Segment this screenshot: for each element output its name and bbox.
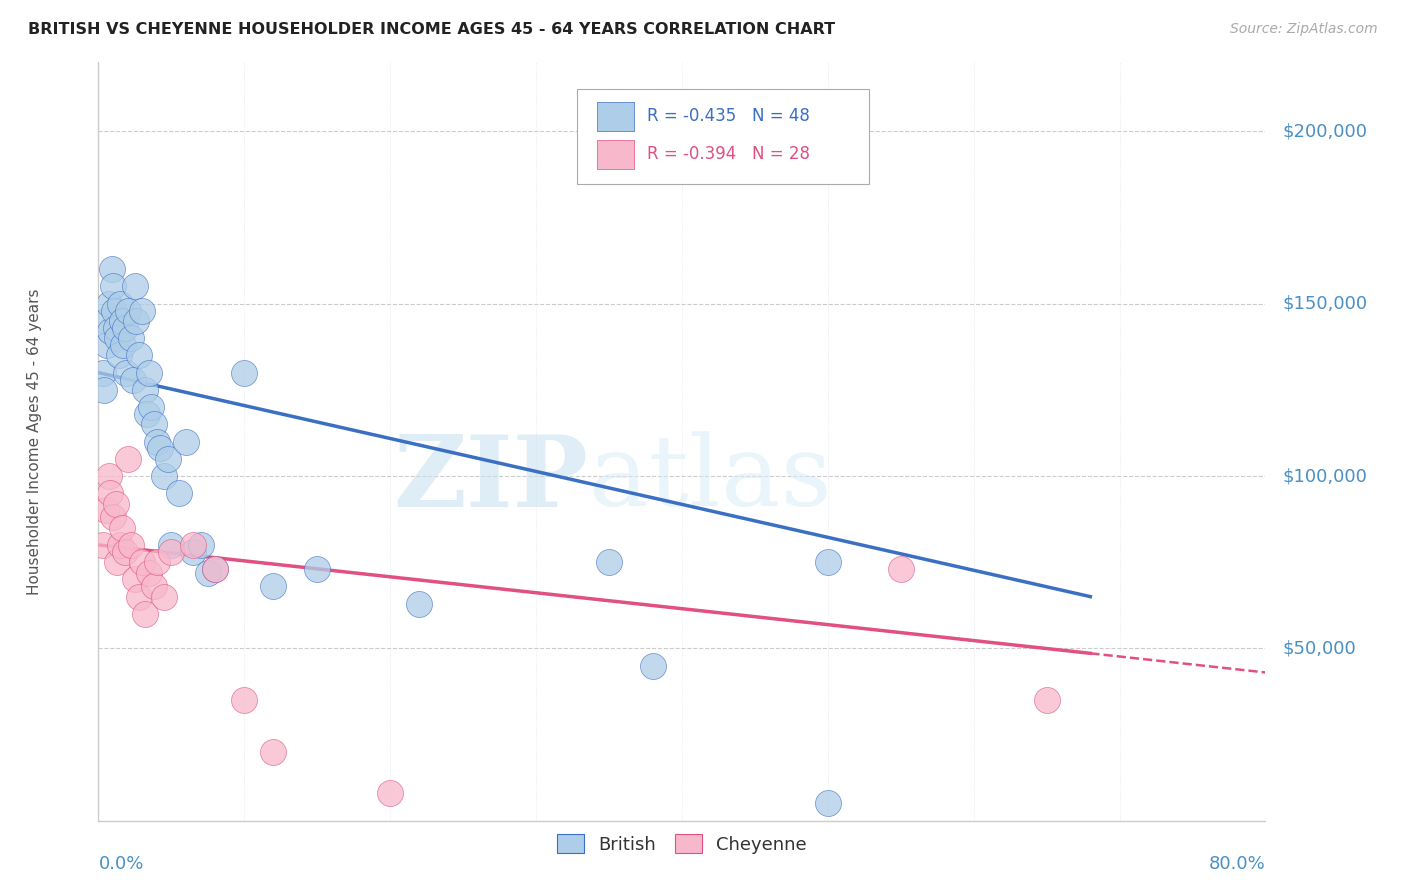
Text: R = -0.394   N = 28: R = -0.394 N = 28 — [647, 145, 810, 163]
Point — [142, 579, 165, 593]
Point — [138, 566, 160, 580]
Point — [114, 320, 136, 334]
Text: $100,000: $100,000 — [1282, 467, 1368, 485]
Point — [96, 338, 118, 352]
Point — [641, 658, 664, 673]
Point — [124, 279, 146, 293]
Point — [115, 366, 138, 380]
Point — [890, 562, 912, 576]
FancyBboxPatch shape — [576, 89, 869, 184]
Point — [131, 303, 153, 318]
Point — [146, 555, 169, 569]
Point — [108, 348, 131, 362]
Point — [93, 383, 115, 397]
Point — [122, 372, 145, 386]
Point — [134, 607, 156, 621]
Point — [101, 510, 124, 524]
Point — [103, 303, 125, 318]
Text: 80.0%: 80.0% — [1209, 855, 1265, 872]
Point — [110, 296, 132, 310]
Legend: British, Cheyenne: British, Cheyenne — [550, 827, 814, 861]
Point — [160, 545, 183, 559]
Point — [134, 383, 156, 397]
Point — [181, 545, 204, 559]
Point — [114, 545, 136, 559]
Point — [100, 262, 122, 277]
Point — [124, 573, 146, 587]
Point — [125, 314, 148, 328]
Point — [233, 693, 256, 707]
Point — [146, 434, 169, 449]
Point — [157, 451, 180, 466]
Point — [91, 538, 114, 552]
Point — [817, 797, 839, 811]
Point — [117, 303, 139, 318]
Point — [307, 562, 329, 576]
Bar — [596, 140, 634, 169]
Text: BRITISH VS CHEYENNE HOUSEHOLDER INCOME AGES 45 - 64 YEARS CORRELATION CHART: BRITISH VS CHEYENNE HOUSEHOLDER INCOME A… — [28, 22, 835, 37]
Text: atlas: atlas — [589, 432, 831, 527]
Point — [817, 555, 839, 569]
Text: $50,000: $50,000 — [1282, 640, 1357, 657]
Point — [98, 324, 121, 338]
Text: $150,000: $150,000 — [1282, 294, 1368, 313]
Point — [105, 331, 128, 345]
Text: Householder Income Ages 45 - 64 years: Householder Income Ages 45 - 64 years — [27, 288, 42, 595]
Point — [97, 469, 120, 483]
Point — [197, 566, 219, 580]
Text: Source: ZipAtlas.com: Source: ZipAtlas.com — [1230, 22, 1378, 37]
Text: ZIP: ZIP — [394, 431, 589, 528]
Bar — [596, 102, 634, 130]
Point — [117, 451, 139, 466]
Point — [149, 442, 172, 456]
Point — [98, 486, 121, 500]
Point — [181, 538, 204, 552]
Point — [120, 538, 142, 552]
Point — [128, 590, 150, 604]
Point — [94, 314, 117, 328]
Point — [598, 555, 620, 569]
Point — [204, 562, 226, 576]
Point — [111, 314, 134, 328]
Point — [104, 320, 127, 334]
Point — [204, 562, 226, 576]
Point — [233, 366, 256, 380]
Point — [131, 555, 153, 569]
Point — [138, 366, 160, 380]
Point — [110, 538, 132, 552]
Point — [139, 400, 162, 414]
Point — [105, 555, 128, 569]
Point — [97, 296, 120, 310]
Point — [128, 348, 150, 362]
Point — [112, 338, 135, 352]
Point — [380, 786, 402, 800]
Text: 0.0%: 0.0% — [98, 855, 143, 872]
Point — [111, 521, 134, 535]
Point — [190, 538, 212, 552]
Point — [160, 538, 183, 552]
Text: R = -0.435   N = 48: R = -0.435 N = 48 — [647, 107, 810, 125]
Point — [94, 503, 117, 517]
Point — [135, 407, 157, 421]
Point — [91, 366, 114, 380]
Point — [142, 417, 165, 432]
Point — [167, 486, 190, 500]
Point — [153, 469, 176, 483]
Text: $200,000: $200,000 — [1282, 122, 1368, 140]
Point — [153, 590, 176, 604]
Point — [101, 279, 124, 293]
Point — [120, 331, 142, 345]
Point — [174, 434, 197, 449]
Point — [408, 597, 430, 611]
Point — [104, 497, 127, 511]
Point — [262, 579, 284, 593]
Point — [1035, 693, 1057, 707]
Point — [262, 745, 284, 759]
